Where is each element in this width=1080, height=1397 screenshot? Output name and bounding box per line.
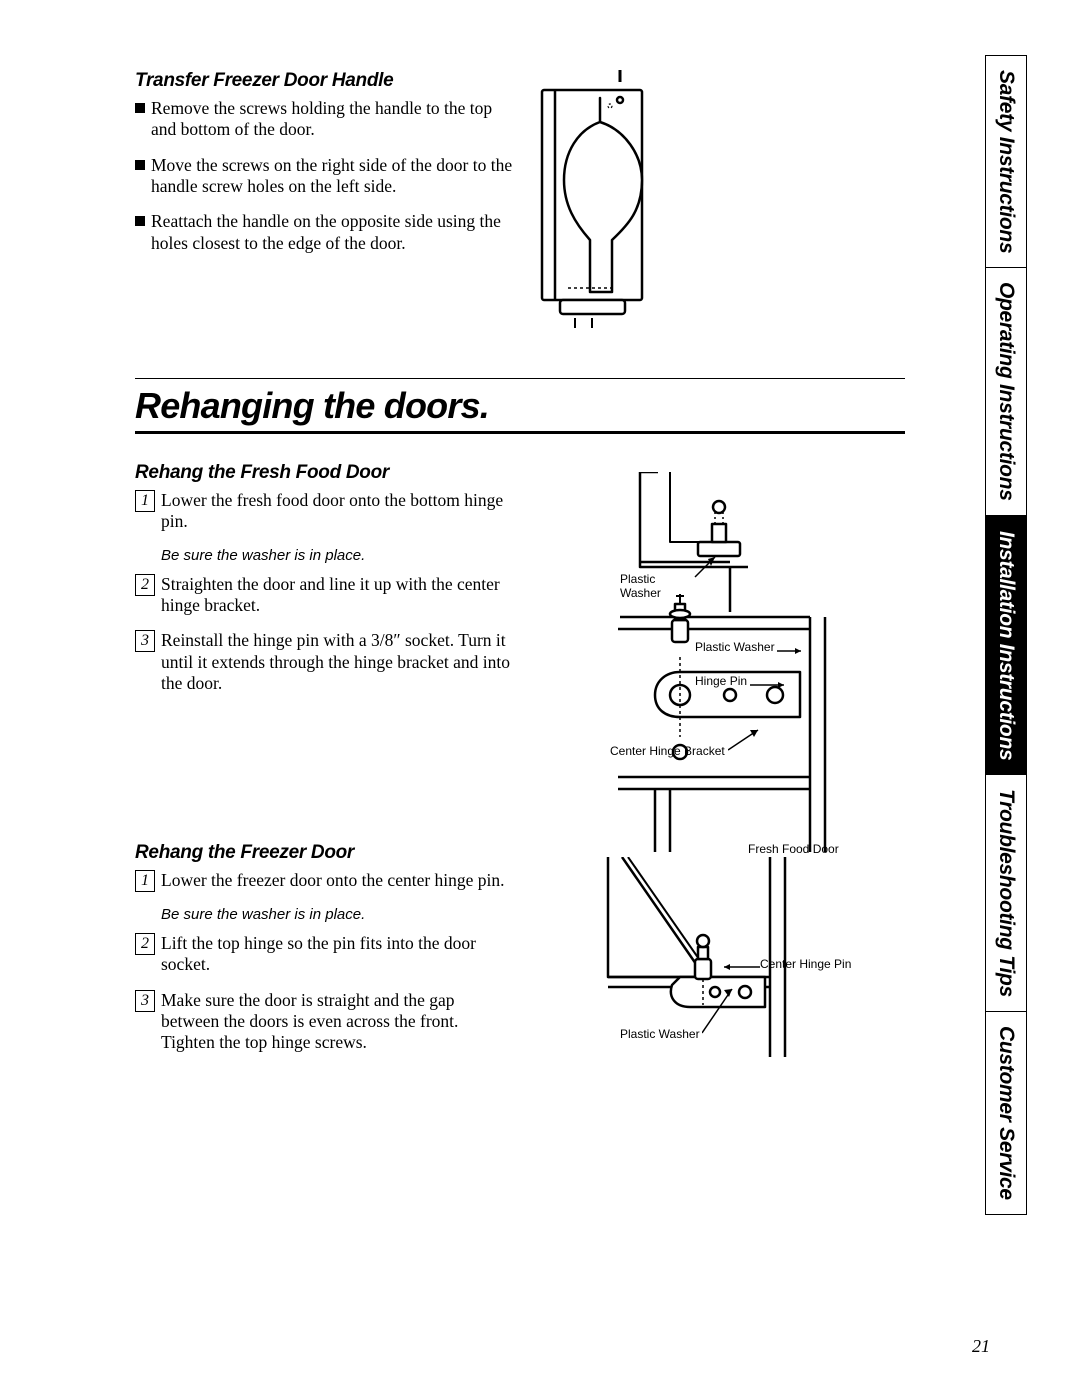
tab-installation[interactable]: Installation Instructions [985, 516, 1027, 775]
step-number-icon: 2 [135, 933, 155, 955]
section3-step: 2 Lift the top hinge so the pin fits int… [135, 933, 515, 976]
tab-safety[interactable]: Safety Instructions [985, 55, 1027, 268]
bullet-icon [135, 103, 145, 113]
section1-item-text: Move the screws on the right side of the… [151, 155, 515, 198]
diagram-fresh-food: Plastic Washer Plastic Washer Hinge Pin … [500, 472, 880, 862]
section1-list: Remove the screws holding the handle to … [135, 98, 555, 254]
section3-note: Be sure the washer is in place. [161, 906, 525, 923]
section3-heading: Rehang the Freezer Door [135, 842, 525, 864]
section3-step-text: Make sure the door is straight and the g… [161, 990, 515, 1054]
section3-step-text: Lift the top hinge so the pin fits into … [161, 933, 515, 976]
section2-step: 3 Reinstall the hinge pin with a 3/8″ so… [135, 630, 515, 694]
section2-list: 1 Lower the fresh food door onto the bot… [135, 490, 525, 533]
section2-step: 1 Lower the fresh food door onto the bot… [135, 490, 515, 533]
diag-label-plastic-washer2: Plastic Washer [695, 640, 775, 654]
bullet-icon [135, 216, 145, 226]
rule [135, 378, 905, 379]
diag-label-center-hinge-pin: Center Hinge Pin [760, 957, 851, 971]
rule [135, 431, 905, 434]
section2-heading: Rehang the Fresh Food Door [135, 462, 525, 484]
section2-step: 2 Straighten the door and line it up wit… [135, 574, 515, 617]
section1-item: Remove the screws holding the handle to … [135, 98, 515, 141]
sidebar-tabs: Safety Instructions Operating Instructio… [985, 55, 1045, 1205]
main-title: Rehanging the doors. [135, 385, 905, 427]
section1-heading: Transfer Freezer Door Handle [135, 70, 555, 92]
diag-label-center-bracket: Center Hinge Bracket [610, 744, 725, 758]
section2-step-text: Reinstall the hinge pin with a 3/8″ sock… [161, 630, 515, 694]
diagram-freezer: Center Hinge Pin Plastic Washer [500, 857, 870, 1067]
section3-step: 3 Make sure the door is straight and the… [135, 990, 515, 1054]
tab-operating[interactable]: Operating Instructions [985, 268, 1027, 516]
section1-item-text: Remove the screws holding the handle to … [151, 98, 515, 141]
section3-step: 1 Lower the freezer door onto the center… [135, 870, 515, 892]
section3-list: 1 Lower the freezer door onto the center… [135, 870, 525, 892]
section3-list: 2 Lift the top hinge so the pin fits int… [135, 933, 525, 1054]
step-number-icon: 3 [135, 990, 155, 1012]
diag-label-hinge-pin: Hinge Pin [695, 674, 747, 688]
section2-note: Be sure the washer is in place. [161, 547, 525, 564]
step-number-icon: 1 [135, 490, 155, 512]
section3-step-text: Lower the freezer door onto the center h… [161, 870, 505, 891]
bullet-icon [135, 160, 145, 170]
section1-item-text: Reattach the handle on the opposite side… [151, 211, 515, 254]
page-number: 21 [0, 1336, 990, 1357]
section1-item: Move the screws on the right side of the… [135, 155, 515, 198]
diag-label-plastic-washer: Plastic Washer [620, 572, 661, 600]
diagram-handle [530, 70, 700, 335]
section1-item: Reattach the handle on the opposite side… [135, 211, 515, 254]
section2-step-text: Lower the fresh food door onto the botto… [161, 490, 515, 533]
section2-step-text: Straighten the door and line it up with … [161, 574, 515, 617]
tab-customer-service[interactable]: Customer Service [985, 1012, 1027, 1215]
diag-label-plastic-washer3: Plastic Washer [620, 1027, 700, 1041]
tab-troubleshooting[interactable]: Troubleshooting Tips [985, 775, 1027, 1012]
step-number-icon: 1 [135, 870, 155, 892]
section2-list: 2 Straighten the door and line it up wit… [135, 574, 525, 695]
step-number-icon: 3 [135, 630, 155, 652]
step-number-icon: 2 [135, 574, 155, 596]
